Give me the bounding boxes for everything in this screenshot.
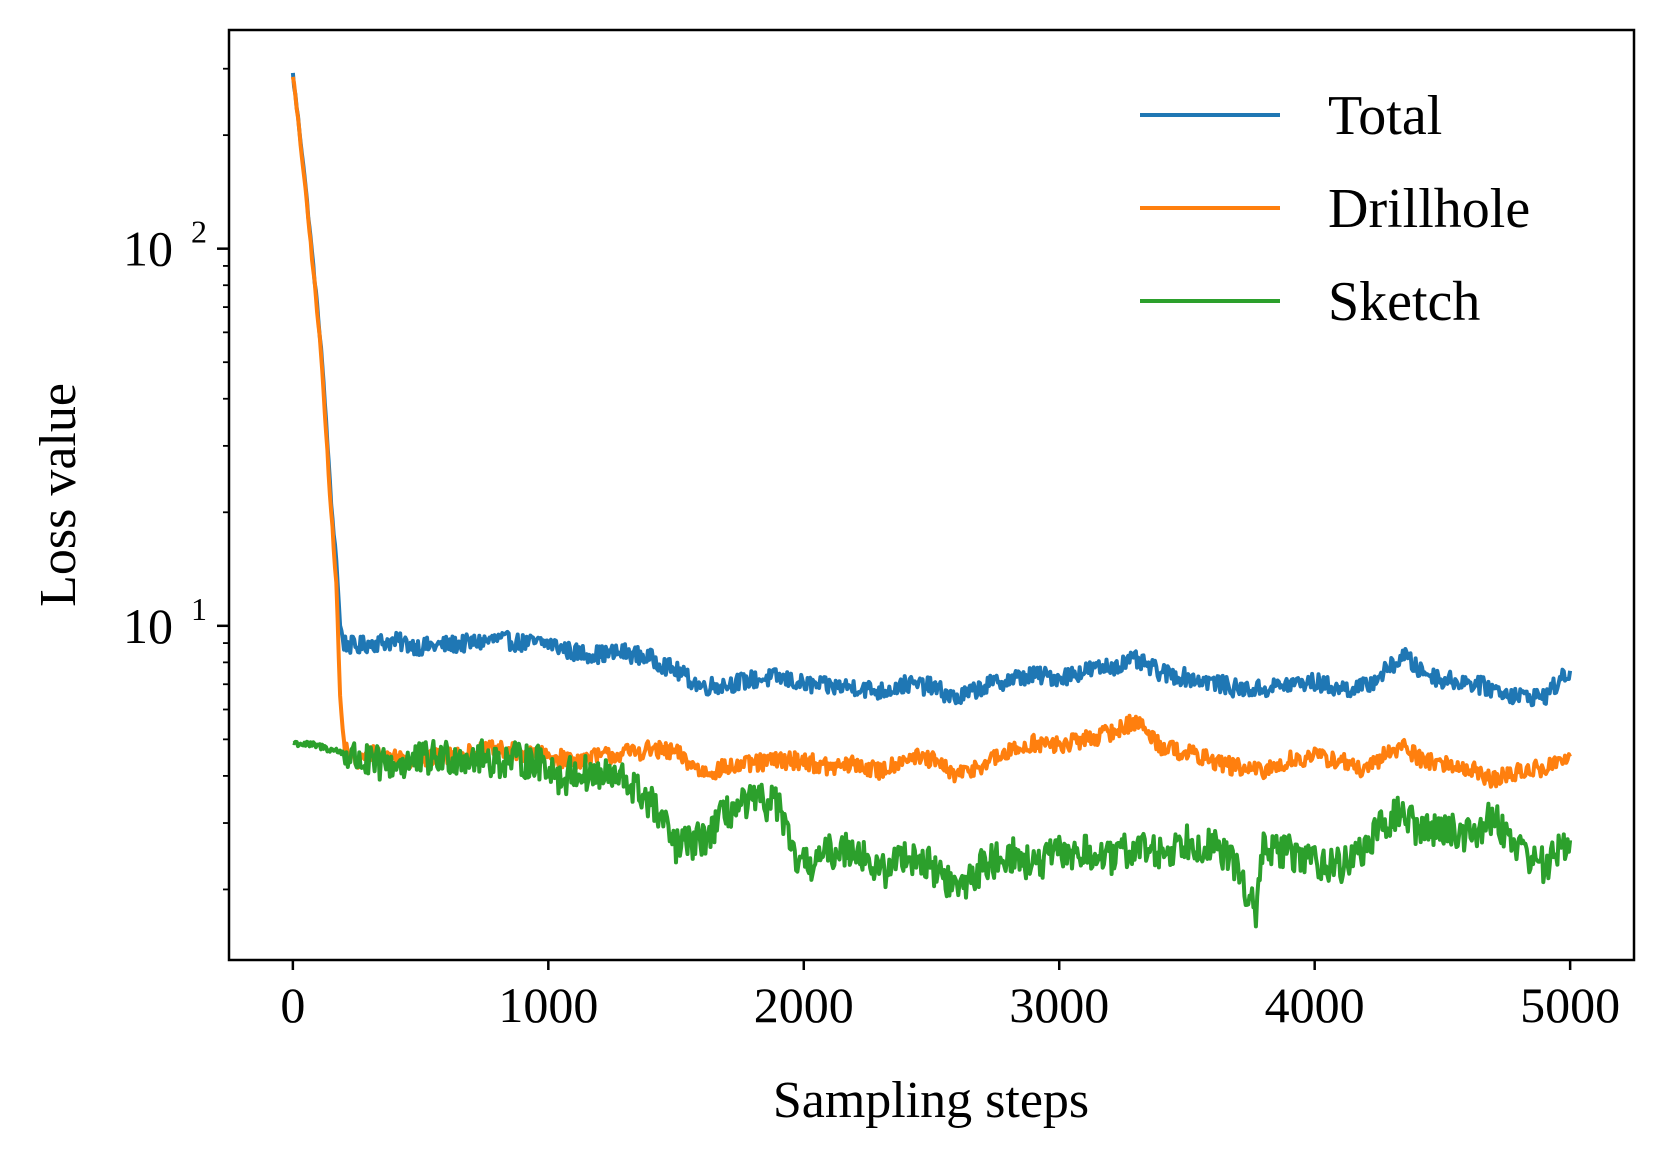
series-lines bbox=[290, 72, 1573, 929]
x-axis-ticks: 0 1000 2000 3000 4000 5000 bbox=[280, 960, 1620, 1033]
legend-label-total: Total bbox=[1328, 85, 1442, 147]
x-tick-label: 1000 bbox=[498, 977, 598, 1033]
series-line-sketch bbox=[292, 738, 1573, 929]
y-tick-label: 10 bbox=[123, 221, 173, 277]
x-axis-label: Sampling steps bbox=[773, 1072, 1089, 1129]
y-axis-ticks: 10 1 10 2 bbox=[123, 67, 229, 891]
legend-label-sketch: Sketch bbox=[1328, 271, 1480, 333]
legend-label-drillhole: Drillhole bbox=[1328, 178, 1530, 240]
legend: Total Drillhole Sketch bbox=[1140, 85, 1530, 333]
x-tick-label: 5000 bbox=[1520, 977, 1620, 1033]
x-tick-label: 2000 bbox=[754, 977, 854, 1033]
y-tick-exponent: 2 bbox=[191, 214, 207, 250]
series-line-total bbox=[290, 72, 1573, 708]
x-tick-label: 4000 bbox=[1265, 977, 1365, 1033]
y-tick-exponent: 1 bbox=[191, 591, 207, 627]
x-tick-label: 0 bbox=[280, 977, 305, 1033]
plot-frame bbox=[227, 28, 1636, 962]
y-tick-label: 10 bbox=[123, 598, 173, 654]
x-tick-label: 3000 bbox=[1009, 977, 1109, 1033]
y-axis-label: Loss value bbox=[30, 383, 87, 607]
